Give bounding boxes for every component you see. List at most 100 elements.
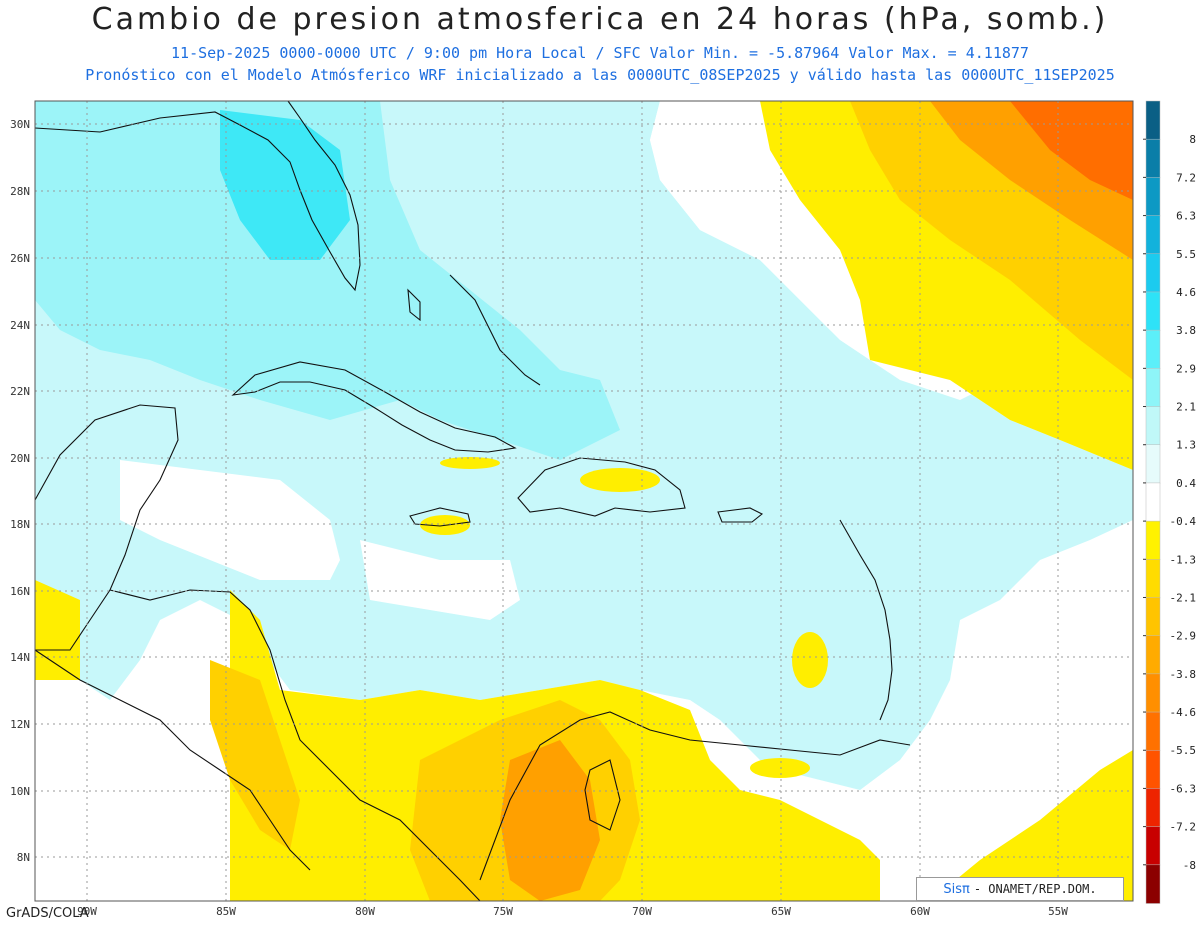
lat-label: 10N <box>10 785 30 798</box>
colorbar-label: 4.6 <box>1176 286 1196 299</box>
negative-change-south-west-gold <box>210 660 300 850</box>
lat-label: 26N <box>10 252 30 265</box>
positive-change-max <box>220 110 350 260</box>
negative-change-northeast-max <box>1010 101 1133 200</box>
lat-label: 22N <box>10 385 30 398</box>
colorbar-label: -7.2 <box>1170 821 1197 834</box>
colorbar: 8 7.2 6.3 5.5 4.6 3.8 2.9 2.1 1.3 0.4 -0.4 -1.3 -2.1… <box>1143 100 1197 904</box>
colorbar-swatch <box>1145 749 1161 790</box>
colorbar-swatch <box>1145 329 1161 370</box>
coastline-lesser-antilles <box>839 519 893 721</box>
colorbar-swatch <box>1145 100 1161 140</box>
colorbar-swatch <box>1145 711 1161 751</box>
negative-change-southwest <box>35 580 80 680</box>
colorbar-swatch <box>1145 482 1161 522</box>
colorbar-label: -3.8 <box>1170 668 1197 681</box>
lon-label-hidden: 90W <box>77 905 97 918</box>
credit-box: Sisπ - ONAMET/REP.DOM. <box>916 877 1124 901</box>
longitude-labels: 90W 85W 80W 75W 70W 65W 60W 55W <box>77 905 1068 918</box>
coastline-south-america <box>479 711 911 881</box>
colorbar-swatch <box>1145 635 1161 675</box>
lat-label: 28N <box>10 185 30 198</box>
valid-time-line: 11-Sep-2025 0000-0000 UTC / 9:00 pm Hora… <box>171 44 1029 62</box>
colorbar-swatch <box>1145 788 1161 828</box>
colorbar-swatch <box>1145 291 1161 331</box>
colorbar-swatch <box>1145 864 1161 904</box>
coastline-hispaniola <box>517 457 686 517</box>
colorbar-swatch <box>1145 253 1161 293</box>
chart-title: Cambio de presion atmosferica en 24 hora… <box>91 2 1109 37</box>
lat-label: 16N <box>10 585 30 598</box>
colorbar-swatch <box>1145 597 1161 637</box>
lat-label: 12N <box>10 718 30 731</box>
coastline-maracaibo <box>584 759 621 831</box>
coastline-central-america <box>109 589 481 902</box>
colorbar-label: -2.1 <box>1170 591 1197 604</box>
colorbar-swatch <box>1145 444 1161 484</box>
coastline-cuba <box>231 361 517 453</box>
lon-label: 60W <box>910 905 930 918</box>
negative-change-south-orange <box>500 740 600 901</box>
latitude-labels: 30N 28N 26N 24N 22N 20N 18N 16N 14N 12N … <box>10 118 30 864</box>
colorbar-label: 1.3 <box>1176 439 1196 452</box>
plot-frame <box>34 100 1134 902</box>
model-info-line: Pronóstico con el Modelo Atmósferico WRF… <box>85 66 1115 84</box>
colorbar-label: 8 <box>1189 133 1196 146</box>
coastline-pacific <box>34 649 311 871</box>
coastline-yucatan <box>34 404 179 651</box>
colorbar-swatch <box>1145 406 1161 446</box>
coastline-puerto-rico <box>717 507 764 523</box>
colorbar-label: 5.5 <box>1176 248 1196 261</box>
negative-change-spot-venezuela <box>750 758 810 778</box>
colorbar-swatch <box>1145 368 1161 408</box>
lon-label: 55W <box>1048 905 1068 918</box>
colorbar-label: 3.8 <box>1176 324 1196 337</box>
lat-label: 24N <box>10 319 30 332</box>
graticule <box>35 101 1133 901</box>
lon-label: 65W <box>771 905 791 918</box>
colorbar-label: -0.4 <box>1170 515 1197 528</box>
coastline-florida <box>34 100 361 292</box>
negative-change-spot-antilles <box>792 632 828 688</box>
colorbar-swatch <box>1145 215 1161 255</box>
coastlines <box>34 100 911 902</box>
negative-change-southeast <box>930 750 1133 901</box>
colorbar-swatch <box>1145 520 1161 561</box>
colorbar-label: 6.3 <box>1176 210 1196 223</box>
lon-label: 85W <box>216 905 236 918</box>
credit-text: - ONAMET/REP.DOM. <box>973 882 1097 896</box>
colorbar-label: -2.9 <box>1170 630 1197 643</box>
colorbar-label: -6.3 <box>1170 782 1197 795</box>
colorbar-label: 2.1 <box>1176 401 1196 414</box>
negative-change-spot-hispaniola <box>580 468 660 492</box>
colorbar-label: 0.4 <box>1176 477 1196 490</box>
colorbar-label: -5.5 <box>1170 744 1197 757</box>
colorbar-swatch <box>1145 559 1161 599</box>
lat-label: 20N <box>10 452 30 465</box>
lon-label: 75W <box>493 905 513 918</box>
colorbar-swatch <box>1145 177 1161 217</box>
neutral-zone-west <box>120 460 340 580</box>
software-credit: GrADS/COLA <box>6 906 89 921</box>
lat-label: 18N <box>10 518 30 531</box>
lat-label: 14N <box>10 651 30 664</box>
lon-label: 70W <box>632 905 652 918</box>
colorbar-label: -4.6 <box>1170 706 1197 719</box>
colorbar-swatch <box>1145 826 1161 866</box>
lat-label: 30N <box>10 118 30 131</box>
colorbar-label: 7.2 <box>1176 171 1196 184</box>
coastline-bahamas <box>407 274 541 386</box>
neutral-zone-central <box>360 540 520 620</box>
colorbar-swatch <box>1145 673 1161 713</box>
colorbar-label: 2.9 <box>1176 362 1196 375</box>
lon-label: 80W <box>355 905 375 918</box>
colorbar-label: -1.3 <box>1170 553 1197 566</box>
lat-label: 8N <box>17 851 30 864</box>
positive-change-core <box>35 101 620 460</box>
colorbar-swatch <box>1145 138 1161 179</box>
sispi-logo: Sisπ <box>943 881 970 897</box>
map-plot-area <box>35 101 1133 901</box>
colorbar-label: -8 <box>1183 859 1196 872</box>
negative-change-spot-cuba <box>440 457 500 469</box>
